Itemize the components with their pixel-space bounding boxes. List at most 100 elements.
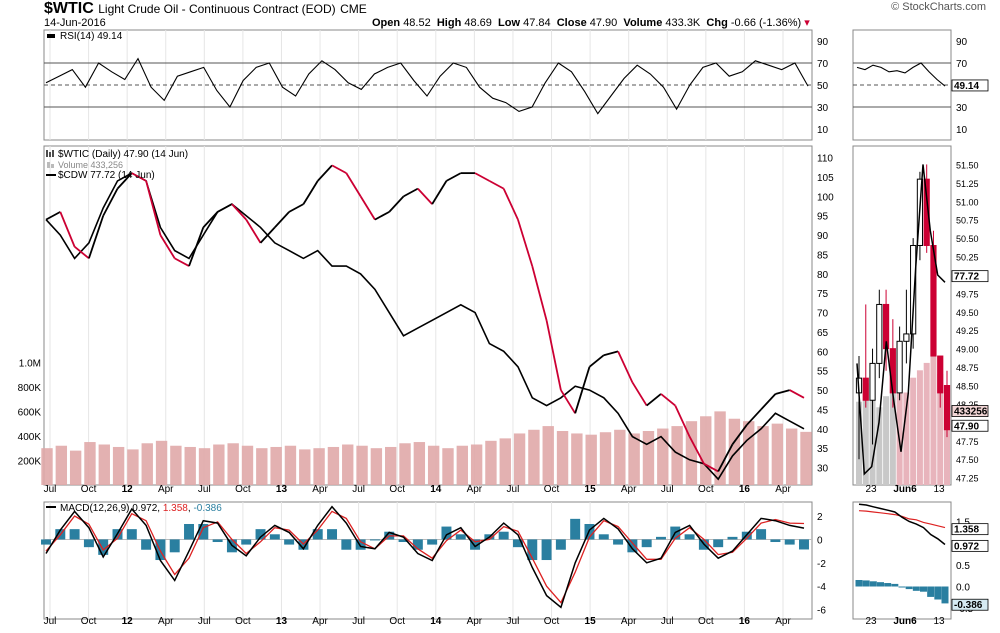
volume-bar [256, 448, 268, 485]
x-tick-label: Oct [81, 616, 97, 627]
inset-x-tick-label: 23 [865, 616, 877, 627]
x-tick-label: 15 [585, 616, 597, 627]
price-legend-cdw: $CDW 77.72 (14 Jun) [58, 170, 155, 181]
wtic-segment [388, 195, 405, 213]
wtic-segment [403, 187, 419, 198]
price-legend-volume: Volume 433,256 [58, 160, 123, 170]
watermark: © StockCharts.com [891, 1, 986, 13]
wtic-segment [760, 393, 777, 411]
price-y-tick: 90 [817, 231, 829, 242]
volume-bar [270, 446, 282, 485]
inset-rsi-y-tick: 30 [956, 103, 968, 114]
price-y-tick: 45 [817, 405, 829, 416]
wtic-segment [703, 462, 719, 473]
x-tick-label: Oct [81, 484, 97, 495]
inset-x-tick-label: 23 [865, 484, 877, 495]
inset-price-y-tick: 47.25 [956, 474, 979, 484]
x-tick-label: 16 [739, 484, 751, 495]
volume-bar [184, 446, 196, 485]
volume-bar [728, 418, 741, 485]
macd-histogram-bar [355, 539, 366, 550]
inset-volume-label: 433256 [954, 407, 988, 418]
macd-legend-part: 0.972 [132, 503, 157, 514]
macd-histogram-bar [341, 539, 352, 550]
wtic-segment [474, 172, 490, 182]
inset-x-tick-label: 13 [933, 484, 945, 495]
inset-candle-body [896, 340, 903, 394]
macd-panel [43, 501, 813, 620]
price-legend-wtic: $WTIC (Daily) 47.90 (14 Jun) [58, 149, 188, 160]
price-y-tick: 70 [817, 309, 829, 320]
volume-bar [284, 445, 297, 485]
volume-bar [141, 443, 153, 485]
chg-label: Chg [706, 17, 728, 29]
macd-histogram-bar [498, 531, 509, 540]
volume-bar [614, 429, 626, 485]
volume-bar [685, 421, 698, 485]
volume-bar [442, 448, 454, 485]
macd-legend-part: -0.386 [193, 503, 222, 514]
wtic-segment [660, 393, 676, 407]
volume-bar [170, 445, 182, 485]
wtic-segment [502, 188, 519, 220]
x-tick-label: Apr [775, 484, 791, 495]
x-tick-label: Jul [198, 616, 211, 627]
symbol: $WTIC [44, 0, 94, 17]
inset-hist-label-box [951, 598, 989, 611]
volume-bar [470, 444, 483, 485]
open-value: 48.52 [403, 17, 431, 29]
chart-title: $WTIC Light Crude Oil - Continuous Contr… [44, 0, 367, 18]
inset-macd-y-tick: 0.0 [956, 583, 970, 594]
volume-bar [771, 423, 784, 485]
inset-price-y-tick: 48.75 [956, 363, 979, 373]
wtic-segment [674, 405, 691, 437]
x-tick-label: Apr [158, 616, 174, 627]
wtic-segment [59, 211, 76, 248]
price-y-tick: 110 [817, 154, 833, 165]
close-value: 47.90 [589, 17, 618, 29]
rsi-y-tick: 30 [817, 103, 829, 114]
x-tick-label: Oct [389, 616, 405, 627]
wtic-segment [202, 211, 219, 228]
wtic-segment [446, 172, 462, 182]
price-y-tick: 55 [817, 367, 829, 378]
price-panel [43, 145, 813, 486]
down-arrow-icon: ▾ [804, 17, 810, 29]
inset-volume-bar [862, 383, 869, 485]
chg-value: -0.66 (-1.36%) [730, 17, 802, 29]
inset-macd-histogram-bar [877, 582, 884, 587]
inset-close-label-box [951, 419, 989, 432]
x-tick-label: 13 [276, 484, 288, 495]
macd-histogram-bar [799, 539, 809, 550]
macd-histogram-bar [327, 529, 338, 540]
x-tick-label: Jul [507, 484, 520, 495]
volume-bar [342, 444, 354, 485]
inset-candle-body [889, 348, 896, 394]
volume-bar [112, 446, 125, 485]
wtic-segment [731, 424, 748, 445]
wtic-segment [245, 219, 262, 244]
low-label: Low [498, 17, 521, 29]
inset-macd-histogram-bar [920, 586, 927, 592]
x-tick-label: Jul [661, 616, 674, 627]
price-y-tick: 40 [817, 425, 829, 436]
inset-macd-histogram-bar [855, 580, 863, 587]
x-tick-label: 15 [585, 484, 597, 495]
wtic-segment [646, 393, 662, 407]
macd-legend: MACD(12,26,9) 0.972, 1.358, -0.386 [60, 503, 222, 514]
macd-y-tick: -2 [817, 559, 826, 570]
volume-bar [785, 428, 798, 485]
wtic-segment [74, 246, 90, 260]
volume-bar [356, 445, 368, 485]
volume-bar [127, 449, 139, 485]
volume-bar [213, 444, 225, 485]
x-tick-label: Apr [621, 484, 637, 495]
wtic-segment [775, 389, 790, 395]
volume-bar [227, 443, 239, 485]
macd-histogram-bar [770, 539, 781, 543]
macd-legend-part: , [157, 503, 163, 514]
volume-y-tick: 200K [18, 456, 42, 467]
x-tick-label: Jul [44, 616, 57, 627]
x-tick-label: Jul [44, 484, 57, 495]
